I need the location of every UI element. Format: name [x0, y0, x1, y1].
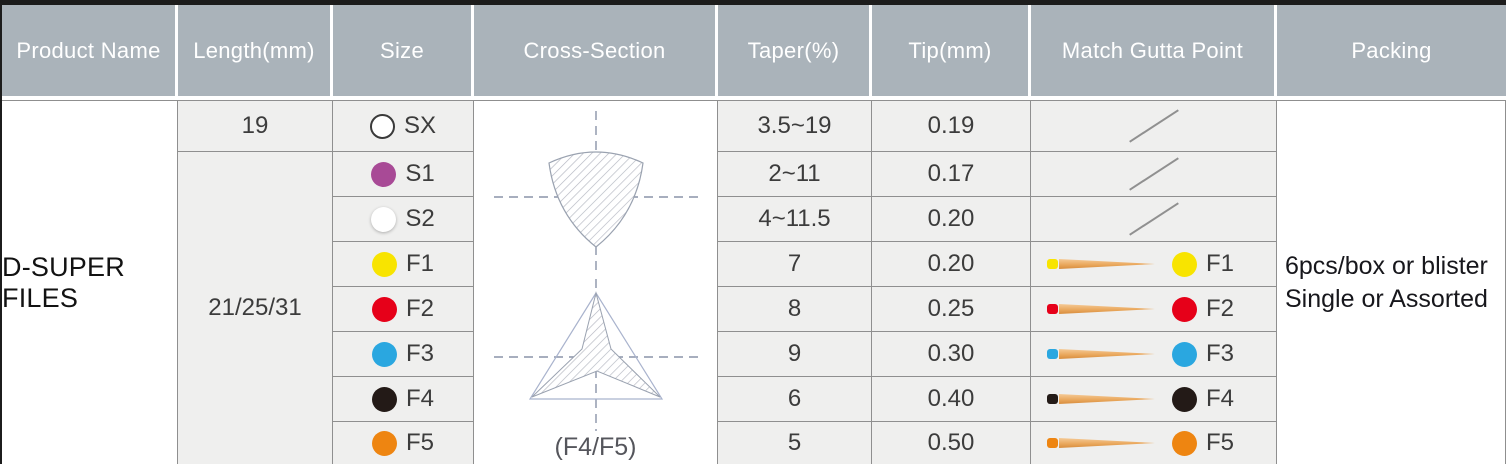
taper-cell: 2~11 [718, 152, 872, 197]
tip-cell: 0.20 [872, 197, 1031, 242]
gutta-cell-na [1031, 197, 1277, 242]
size-label-f2: F2 [405, 295, 434, 322]
match-size-label-f4: F4 [1206, 385, 1235, 412]
size-label-s1: S1 [405, 160, 435, 187]
tip-cell: 0.20 [872, 242, 1031, 287]
size-label-f3: F3 [405, 340, 434, 367]
size-color-dot-f3 [371, 341, 397, 367]
size-cell-f5: F5 [333, 422, 474, 464]
size-color-dot-f2 [371, 296, 397, 322]
taper-cell: 9 [718, 332, 872, 377]
gutta-point-cone-icon [1059, 394, 1155, 404]
size-cell-f3: F3 [333, 332, 474, 377]
size-color-dot-f1 [371, 251, 397, 277]
packing-line-1: 6pcs/box or blister [1285, 252, 1488, 280]
tip-cell: 0.25 [872, 287, 1031, 332]
gutta-point-cone-icon [1059, 304, 1155, 314]
product-name-cell: D-SUPER FILES [2, 100, 178, 464]
tip-cell: 0.30 [872, 332, 1031, 377]
match-size-label-f3: F3 [1206, 340, 1235, 367]
gutta-point-cone-icon [1059, 349, 1155, 359]
size-label-sx: SX [403, 112, 436, 139]
gutta-point-end [1047, 438, 1058, 448]
length-cell-19: 19 [178, 100, 333, 152]
size-cell-f1: F1 [333, 242, 474, 287]
col-header-length: Length(mm) [178, 5, 333, 96]
gutta-cell-f2: F2 [1031, 287, 1277, 332]
match-color-dot-f5 [1172, 430, 1197, 456]
match-color-dot-f1 [1172, 251, 1197, 277]
col-header-product-name: Product Name [2, 5, 178, 96]
match-color-dot-f4 [1172, 386, 1197, 412]
size-color-dot-f5 [371, 430, 397, 456]
tip-cell: 0.40 [872, 377, 1031, 422]
tip-cell: 0.19 [872, 100, 1031, 152]
size-cell-f4: F4 [333, 377, 474, 422]
size-cell-sx: SX [333, 100, 474, 152]
na-slash-icon [1128, 202, 1179, 236]
size-color-dot-sx [369, 113, 395, 139]
size-cell-f2: F2 [333, 287, 474, 332]
cross-section-cell: (F4/F5) [474, 100, 718, 464]
tip-cell: 0.50 [872, 422, 1031, 464]
taper-cell: 5 [718, 422, 872, 464]
tip-cell: 0.17 [872, 152, 1031, 197]
cross-section-diagram-convex-triangle [493, 111, 698, 271]
cross-section-diagram-f4f5-star [493, 279, 698, 431]
size-cell-s1: S1 [333, 152, 474, 197]
size-label-s2: S2 [405, 205, 435, 232]
size-color-dot-s2 [371, 206, 397, 232]
col-header-taper: Taper(%) [718, 5, 872, 96]
cross-section-label: (F4/F5) [554, 433, 637, 461]
col-header-match-gutta-point: Match Gutta Point [1031, 5, 1277, 96]
size-label-f5: F5 [405, 429, 434, 456]
col-header-cross-section: Cross-Section [474, 5, 718, 96]
gutta-cell-f5: F5 [1031, 422, 1277, 464]
gutta-cell-na [1031, 100, 1277, 152]
gutta-point-end [1047, 349, 1058, 359]
packing-cell: 6pcs/box or blister Single or Assorted [1277, 100, 1506, 464]
match-size-label-f2: F2 [1206, 295, 1235, 322]
size-color-dot-s1 [371, 161, 397, 187]
gutta-point-end [1047, 259, 1058, 269]
gutta-point-end [1047, 394, 1058, 404]
taper-cell: 6 [718, 377, 872, 422]
taper-cell: 4~11.5 [718, 197, 872, 242]
gutta-cell-f1: F1 [1031, 242, 1277, 287]
gutta-cell-f4: F4 [1031, 377, 1277, 422]
match-size-label-f1: F1 [1206, 250, 1235, 277]
na-slash-icon [1128, 157, 1179, 191]
match-color-dot-f2 [1172, 296, 1197, 322]
col-header-size: Size [333, 5, 474, 96]
gutta-point-end [1047, 304, 1058, 314]
size-label-f4: F4 [405, 385, 434, 412]
taper-cell: 8 [718, 287, 872, 332]
gutta-cell-f3: F3 [1031, 332, 1277, 377]
na-slash-icon [1128, 109, 1179, 143]
length-cell-21-25-31: 21/25/31 [178, 152, 333, 464]
col-header-tip: Tip(mm) [872, 5, 1031, 96]
size-cell-s2: S2 [333, 197, 474, 242]
size-label-f1: F1 [405, 250, 434, 277]
gutta-cell-na [1031, 152, 1277, 197]
taper-cell: 3.5~19 [718, 100, 872, 152]
col-header-packing: Packing [1277, 5, 1506, 96]
match-color-dot-f3 [1172, 341, 1197, 367]
gutta-point-cone-icon [1059, 438, 1155, 448]
gutta-point-cone-icon [1059, 259, 1155, 269]
match-size-label-f5: F5 [1206, 429, 1235, 456]
size-color-dot-f4 [371, 386, 397, 412]
packing-line-2: Single or Assorted [1285, 284, 1488, 313]
taper-cell: 7 [718, 242, 872, 287]
